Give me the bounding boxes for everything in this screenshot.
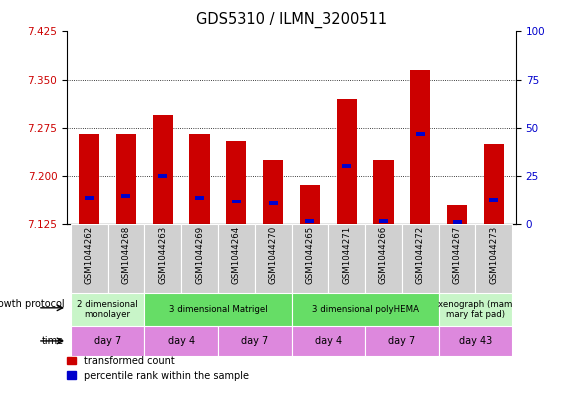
Text: GSM1044268: GSM1044268 [121, 226, 131, 284]
Text: day 43: day 43 [459, 336, 492, 346]
Text: GSM1044262: GSM1044262 [85, 226, 94, 284]
Bar [365, 224, 402, 293]
Text: GSM1044263: GSM1044263 [158, 226, 167, 284]
Bar [416, 132, 425, 136]
Bar [71, 326, 145, 356]
Bar [438, 293, 512, 326]
Text: day 7: day 7 [241, 336, 268, 346]
Bar [218, 326, 292, 356]
Bar [484, 144, 504, 224]
Bar [373, 160, 394, 224]
Bar [292, 293, 438, 326]
Bar [181, 224, 218, 293]
Bar [153, 115, 173, 224]
Bar [269, 201, 278, 205]
Text: GSM1044271: GSM1044271 [342, 226, 351, 284]
Bar [402, 224, 438, 293]
Text: GSM1044273: GSM1044273 [489, 226, 498, 284]
Bar [452, 220, 462, 224]
Bar [195, 196, 204, 200]
Bar [255, 224, 292, 293]
Bar [85, 196, 94, 200]
Bar [292, 326, 365, 356]
Text: GSM1044270: GSM1044270 [269, 226, 278, 284]
Text: day 4: day 4 [315, 336, 342, 346]
Bar [447, 205, 467, 224]
Bar [71, 293, 145, 326]
Bar [121, 195, 131, 198]
Bar [438, 326, 512, 356]
Bar [379, 219, 388, 223]
Bar [107, 224, 145, 293]
Text: GSM1044266: GSM1044266 [379, 226, 388, 284]
Text: 2 dimensional
monolayer: 2 dimensional monolayer [77, 300, 138, 319]
Bar [489, 198, 498, 202]
Bar [328, 224, 365, 293]
Bar [476, 224, 512, 293]
Bar [232, 200, 241, 204]
Text: GSM1044267: GSM1044267 [452, 226, 462, 284]
Bar [410, 70, 430, 224]
Legend: transformed count, percentile rank within the sample: transformed count, percentile rank withi… [67, 356, 248, 380]
Bar [145, 326, 218, 356]
Text: day 7: day 7 [94, 336, 121, 346]
Bar [218, 224, 255, 293]
Bar [226, 141, 247, 224]
Bar [305, 219, 314, 223]
Text: GSM1044272: GSM1044272 [416, 226, 425, 284]
Text: day 7: day 7 [388, 336, 416, 346]
Bar [71, 224, 107, 293]
Text: 3 dimensional polyHEMA: 3 dimensional polyHEMA [311, 305, 419, 314]
Bar [292, 224, 328, 293]
Bar [116, 134, 136, 224]
Bar [145, 224, 181, 293]
Bar [189, 134, 210, 224]
Bar [145, 293, 292, 326]
Text: GDS5310 / ILMN_3200511: GDS5310 / ILMN_3200511 [196, 12, 387, 28]
Bar [336, 99, 357, 224]
Text: time: time [42, 336, 64, 346]
Bar [300, 185, 320, 224]
Text: GSM1044264: GSM1044264 [232, 226, 241, 284]
Bar [365, 326, 438, 356]
Text: 3 dimensional Matrigel: 3 dimensional Matrigel [168, 305, 267, 314]
Text: GSM1044265: GSM1044265 [305, 226, 314, 284]
Bar [263, 160, 283, 224]
Bar [438, 224, 476, 293]
Bar [158, 174, 167, 178]
Text: growth protocol: growth protocol [0, 299, 64, 309]
Text: GSM1044269: GSM1044269 [195, 226, 204, 284]
Text: day 4: day 4 [167, 336, 195, 346]
Bar [342, 164, 351, 168]
Bar [79, 134, 99, 224]
Text: xenograph (mam
mary fat pad): xenograph (mam mary fat pad) [438, 300, 512, 319]
